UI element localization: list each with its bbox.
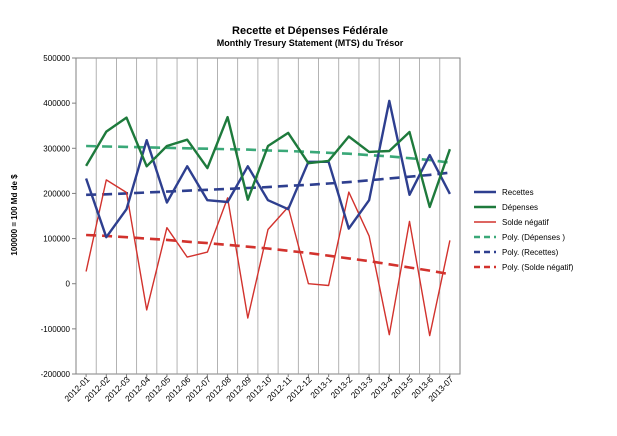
y-tick-label: 300000 bbox=[43, 144, 70, 153]
plot-area bbox=[75, 57, 461, 375]
series-line-solde-négatif bbox=[85, 179, 451, 337]
y-tick-label: 500000 bbox=[43, 54, 70, 63]
series-line-poly-recettes bbox=[86, 171, 451, 197]
y-tick-label: 100000 bbox=[43, 235, 70, 244]
legend-label: Poly. (Recettes) bbox=[502, 248, 559, 257]
y-tick-label: 400000 bbox=[43, 99, 70, 108]
series-line-dépenses bbox=[85, 115, 452, 209]
legend-label: Recettes bbox=[502, 188, 534, 197]
y-tick-label: 0 bbox=[66, 280, 71, 289]
legend-label: Poly. (Solde négatif) bbox=[502, 263, 574, 272]
y-axis-label: 100000 = 100 Md de $ bbox=[10, 174, 19, 256]
y-tick-label: -200000 bbox=[41, 370, 71, 379]
y-tick-label: -100000 bbox=[41, 325, 71, 334]
chart-title: Recette et Dépenses Fédérale bbox=[232, 25, 388, 37]
y-tick-label: 200000 bbox=[43, 189, 70, 198]
legend-label: Solde négatif bbox=[502, 218, 549, 227]
series-line-recettes bbox=[84, 99, 451, 239]
legend-label: Poly. (Dépenses ) bbox=[502, 233, 565, 242]
chart-subtitle: Monthly Tresury Statement (MTS) du Tréso… bbox=[217, 38, 404, 48]
series-line-poly-solde-négatif bbox=[86, 233, 451, 276]
series-line-poly-dépenses bbox=[86, 144, 451, 164]
legend-label: Dépenses bbox=[502, 203, 538, 212]
